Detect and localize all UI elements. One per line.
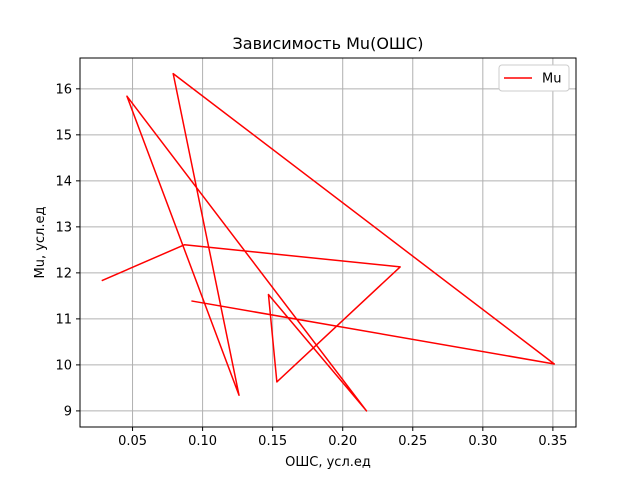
legend-box [498, 64, 570, 92]
plot-frame [79, 57, 577, 428]
y-tick-label-1: 10 [55, 358, 72, 373]
x-axis: 0.05 0.10 0.15 0.20 0.25 0.30 0.35 [118, 427, 567, 449]
y-tick-label-7: 16 [55, 82, 72, 97]
series-line-mu [101, 72, 556, 412]
x-tick-label-1: 0.10 [188, 434, 217, 449]
y-tick-label-3: 12 [55, 266, 72, 281]
series-layer [101, 72, 556, 412]
y-axis: 9 10 11 12 13 14 15 16 [55, 82, 80, 419]
x-tick-label-5: 0.30 [468, 434, 497, 449]
y-axis-label: Mu, усл.ед [33, 206, 48, 278]
legend: Mu [498, 64, 570, 92]
y-tick-label-2: 11 [55, 312, 72, 327]
x-tick-label-4: 0.25 [398, 434, 427, 449]
x-tick-label-3: 0.20 [328, 434, 357, 449]
legend-label-mu: Mu [542, 72, 561, 87]
y-tick-label-4: 13 [55, 220, 72, 235]
y-tick-label-6: 15 [55, 128, 72, 143]
x-axis-label: ОШС, усл.ед [285, 455, 371, 470]
grid [80, 58, 576, 427]
x-tick-label-6: 0.35 [538, 434, 567, 449]
y-tick-label-0: 9 [64, 404, 72, 419]
x-tick-label-2: 0.15 [258, 434, 287, 449]
x-tick-label-0: 0.05 [118, 434, 147, 449]
y-tick-label-5: 14 [55, 174, 72, 189]
chart-title: Зависимость Mu(ОШС) [233, 34, 424, 53]
